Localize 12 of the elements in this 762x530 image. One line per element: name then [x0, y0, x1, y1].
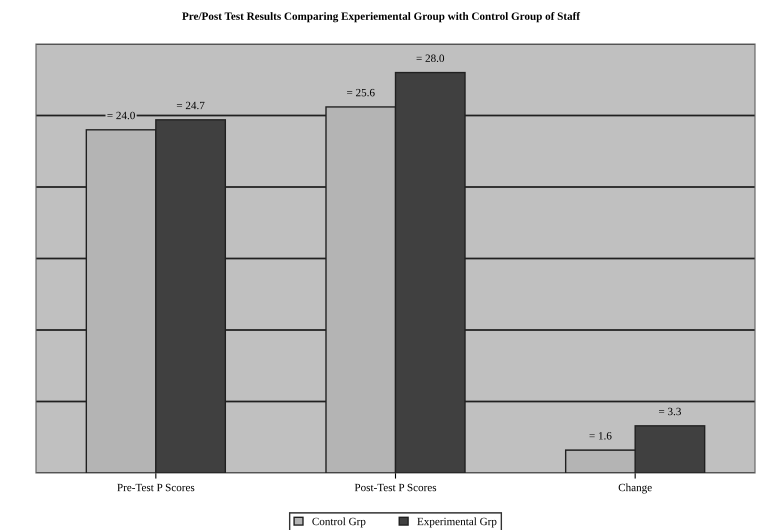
- legend-label: Control Grp: [312, 517, 366, 528]
- x-tick-label: Pre-Test P Scores: [117, 484, 194, 492]
- data-label: = 28.0: [416, 54, 444, 62]
- chart-title: Pre/Post Test Results Comparing Experiemental Group with Control Group of Staff: [182, 12, 580, 22]
- x-tick-label: Post-Test P Scores: [354, 484, 436, 492]
- data-label: = 24.7: [176, 102, 205, 110]
- data-label: = 25.6: [347, 88, 375, 96]
- x-tick-label: Change: [618, 483, 652, 494]
- legend-label: Experimental Grp: [417, 517, 496, 528]
- data-label: = 24.0: [107, 112, 135, 120]
- data-label: = 1.6: [590, 432, 612, 440]
- data-label: = 3.3: [659, 408, 681, 416]
